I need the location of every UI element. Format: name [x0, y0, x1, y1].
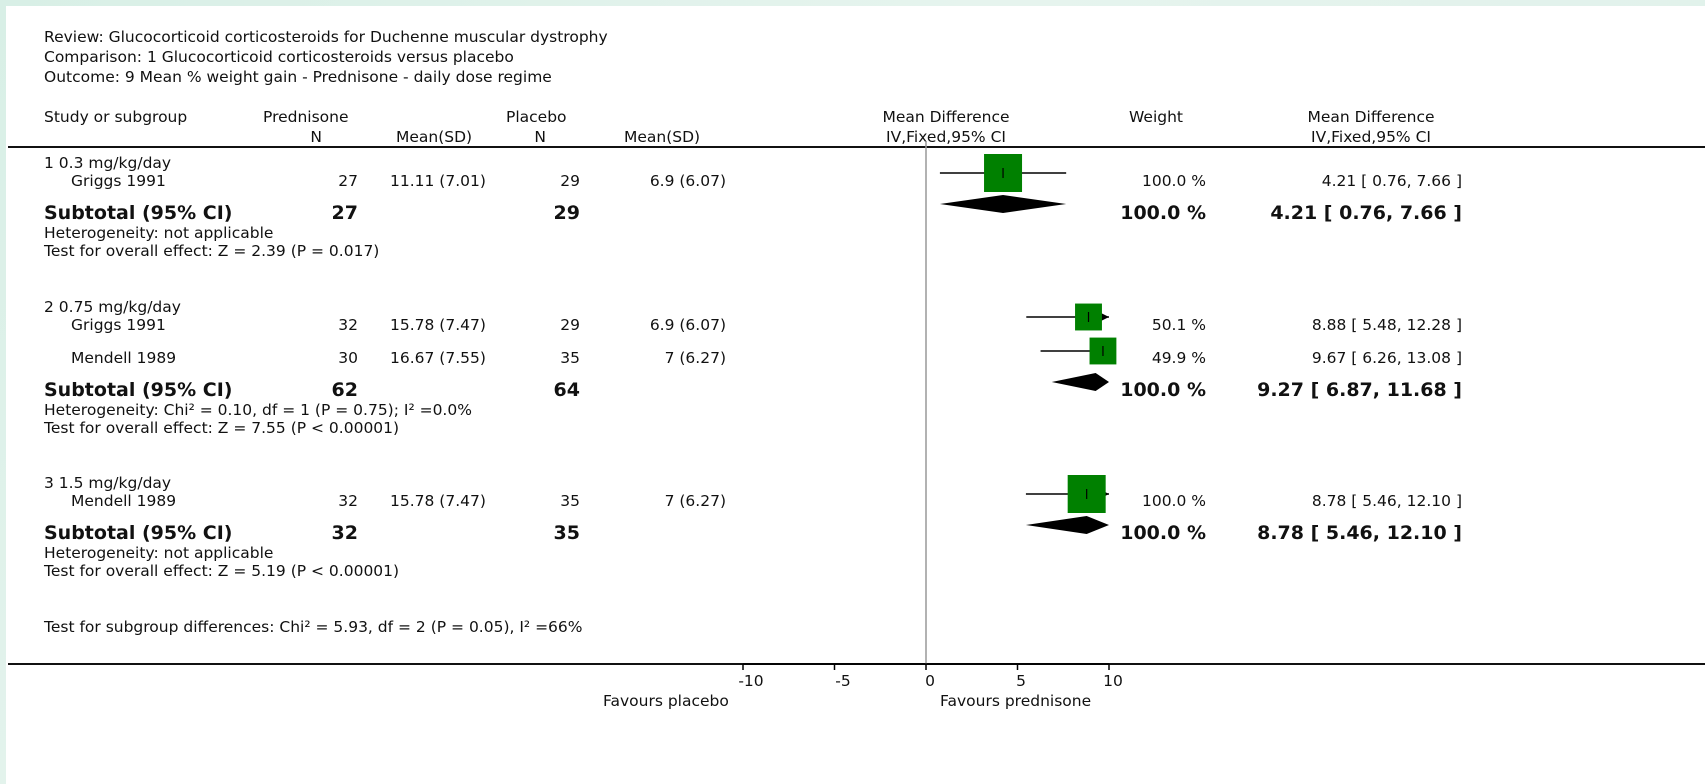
study-n1: 27: [338, 172, 358, 190]
subtotal-n2: 29: [553, 202, 580, 224]
study-meansd2: 7 (6.27): [664, 492, 726, 510]
favours-right-label: Favours prednisone: [940, 692, 1092, 710]
study-meansd1: 11.11 (7.01): [390, 172, 486, 190]
study-weight: 49.9 %: [1151, 349, 1206, 367]
subtotal-ci: 8.78 [ 5.46, 12.10 ]: [1257, 522, 1462, 544]
header-rule: [8, 146, 1705, 148]
study-weight: 100.0 %: [1141, 492, 1206, 510]
col-group1-n: N: [310, 128, 322, 146]
study-n2: 35: [560, 492, 580, 510]
study-meansd2: 6.9 (6.07): [649, 316, 726, 334]
axis-tick-label: 10: [1103, 672, 1123, 690]
col-md-title: Mean Difference: [882, 108, 1010, 126]
subgroup-differences-text: Test for subgroup differences: Chi² = 5.…: [44, 618, 583, 636]
study-meansd2: 6.9 (6.07): [649, 172, 726, 190]
study-name: Griggs 1991: [71, 316, 166, 334]
subtotal-n1: 32: [331, 522, 358, 544]
subgroup-title: 3 1.5 mg/kg/day: [44, 474, 172, 492]
axis-tick-label: -10: [738, 672, 764, 690]
subtotal-n1: 62: [331, 379, 358, 401]
subtotal-weight: 100.0 %: [1120, 522, 1206, 544]
axis-tick-label: -5: [835, 672, 851, 690]
study-meansd1: 16.67 (7.55): [390, 349, 486, 367]
col-group2-meansd: Mean(SD): [624, 128, 701, 146]
forest-plot-sheet: Review: Glucocorticoid corticosteroids f…: [6, 6, 1705, 784]
col-md2-title: Mean Difference: [1307, 108, 1435, 126]
subtotal-diamond: [939, 195, 1067, 213]
heterogeneity-text: Heterogeneity: not applicable: [44, 224, 274, 242]
col-md-method: IV,Fixed,95% CI: [886, 128, 1006, 146]
subtotal-weight: 100.0 %: [1120, 379, 1206, 401]
study-ci: 8.88 [ 5.48, 12.28 ]: [1311, 316, 1462, 334]
axis-tick-label: 5: [1016, 672, 1026, 690]
col-group1-meansd: Mean(SD): [396, 128, 473, 146]
overall-effect-text: Test for overall effect: Z = 5.19 (P < 0…: [44, 562, 400, 580]
subtotal-n2: 64: [553, 379, 580, 401]
study-name: Mendell 1989: [71, 349, 177, 367]
study-ci: 9.67 [ 6.26, 13.08 ]: [1311, 349, 1462, 367]
overall-effect-text: Test for overall effect: Z = 7.55 (P < 0…: [44, 419, 400, 437]
comparison-title: Comparison: 1 Glucocorticoid corticoster…: [44, 48, 514, 66]
study-meansd1: 15.78 (7.47): [390, 492, 486, 510]
subtotal-diamond: [1051, 373, 1109, 391]
study-n1: 30: [338, 349, 358, 367]
subtotal-weight: 100.0 %: [1120, 202, 1206, 224]
subtotal-n2: 35: [553, 522, 580, 544]
review-title: Review: Glucocorticoid corticosteroids f…: [44, 28, 608, 46]
ci-arrow: [1101, 313, 1109, 321]
study-weight: 100.0 %: [1141, 172, 1206, 190]
heterogeneity-text: Heterogeneity: not applicable: [44, 544, 274, 562]
study-weight: 50.1 %: [1151, 316, 1206, 334]
study-n2: 29: [560, 172, 580, 190]
axis-tick-label: 0: [925, 672, 935, 690]
col-group1: Prednisone: [263, 108, 349, 126]
study-ci: 4.21 [ 0.76, 7.66 ]: [1321, 172, 1462, 190]
subgroup-title: 1 0.3 mg/kg/day: [44, 154, 172, 172]
subtotal-label: Subtotal (95% CI): [44, 202, 233, 224]
col-study: Study or subgroup: [44, 108, 188, 126]
study-n2: 29: [560, 316, 580, 334]
col-weight: Weight: [1129, 108, 1184, 126]
heterogeneity-text: Heterogeneity: Chi² = 0.10, df = 1 (P = …: [44, 401, 472, 419]
study-ci: 8.78 [ 5.46, 12.10 ]: [1311, 492, 1462, 510]
study-n1: 32: [338, 492, 358, 510]
study-meansd1: 15.78 (7.47): [390, 316, 486, 334]
subtotal-diamond: [1025, 516, 1109, 534]
forest-plot-graphics: [742, 141, 1117, 670]
subtotal-ci: 9.27 [ 6.87, 11.68 ]: [1257, 379, 1462, 401]
study-name: Mendell 1989: [71, 492, 177, 510]
col-group2: Placebo: [506, 108, 567, 126]
subgroup-title: 2 0.75 mg/kg/day: [44, 298, 181, 316]
col-md2-method: IV,Fixed,95% CI: [1311, 128, 1431, 146]
study-n1: 32: [338, 316, 358, 334]
subtotal-n1: 27: [331, 202, 358, 224]
outcome-title: Outcome: 9 Mean % weight gain - Predniso…: [44, 68, 552, 86]
overall-effect-text: Test for overall effect: Z = 2.39 (P = 0…: [44, 242, 380, 260]
col-group2-n: N: [534, 128, 546, 146]
favours-left-label: Favours placebo: [603, 692, 729, 710]
subtotal-ci: 4.21 [ 0.76, 7.66 ]: [1270, 202, 1462, 224]
study-meansd2: 7 (6.27): [664, 349, 726, 367]
subtotal-label: Subtotal (95% CI): [44, 379, 233, 401]
subtotal-label: Subtotal (95% CI): [44, 522, 233, 544]
study-n2: 35: [560, 349, 580, 367]
study-name: Griggs 1991: [71, 172, 166, 190]
